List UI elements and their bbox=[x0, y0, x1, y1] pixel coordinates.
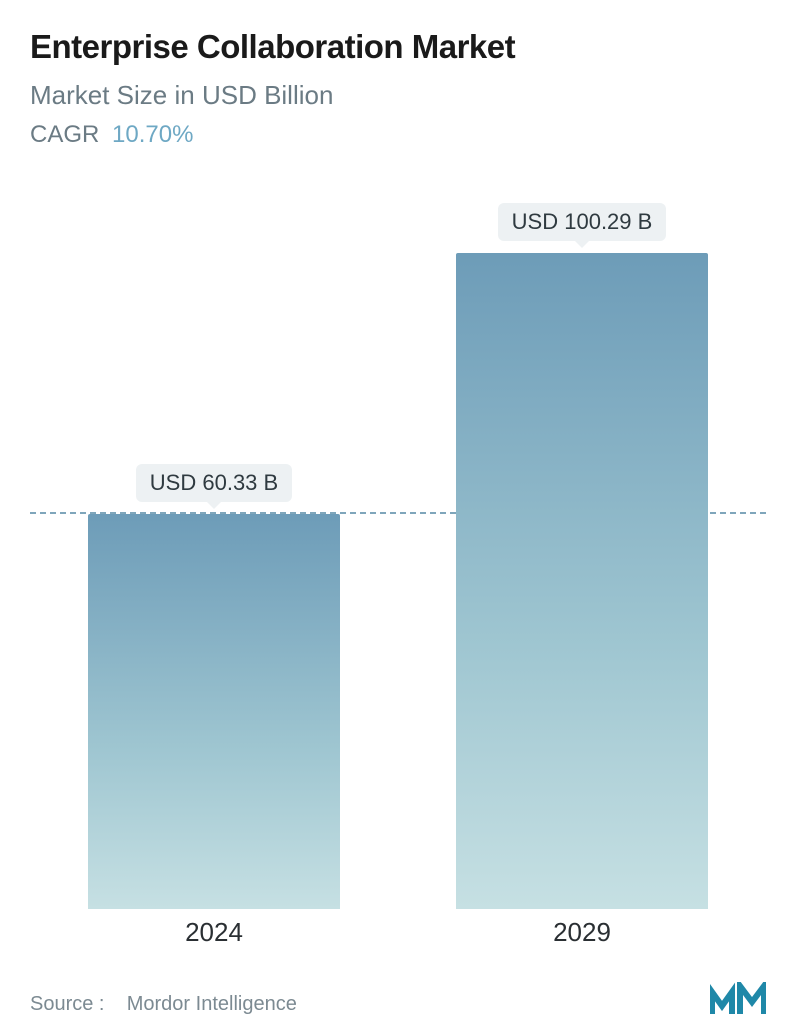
cagr-value: 10.70% bbox=[112, 121, 193, 148]
cagr-label: CAGR bbox=[30, 121, 99, 148]
cagr-row: CAGR 10.70% bbox=[30, 121, 766, 149]
chart-footer: Source : Mordor Intelligence bbox=[30, 982, 766, 1016]
source-text: Source : Mordor Intelligence bbox=[30, 993, 297, 1016]
logo-icon bbox=[710, 982, 766, 1016]
bar bbox=[88, 514, 340, 909]
bar-column: USD 100.29 B bbox=[456, 203, 708, 909]
chart-subtitle: Market Size in USD Billion bbox=[30, 80, 766, 111]
x-axis-label: 2029 bbox=[456, 917, 708, 948]
chart-container: Enterprise Collaboration Market Market S… bbox=[0, 0, 796, 1034]
source-label: Source : bbox=[30, 993, 104, 1015]
bar-value-label: USD 100.29 B bbox=[498, 203, 667, 241]
x-axis-label: 2024 bbox=[88, 917, 340, 948]
chart-title: Enterprise Collaboration Market bbox=[30, 28, 766, 66]
bars-group: USD 60.33 B USD 100.29 B bbox=[30, 189, 766, 909]
source-name: Mordor Intelligence bbox=[127, 993, 297, 1015]
chart-area: USD 60.33 B USD 100.29 B bbox=[30, 189, 766, 909]
bar bbox=[456, 253, 708, 909]
x-axis-labels: 2024 2029 bbox=[30, 917, 766, 948]
bar-column: USD 60.33 B bbox=[88, 464, 340, 909]
bar-value-label: USD 60.33 B bbox=[136, 464, 292, 502]
